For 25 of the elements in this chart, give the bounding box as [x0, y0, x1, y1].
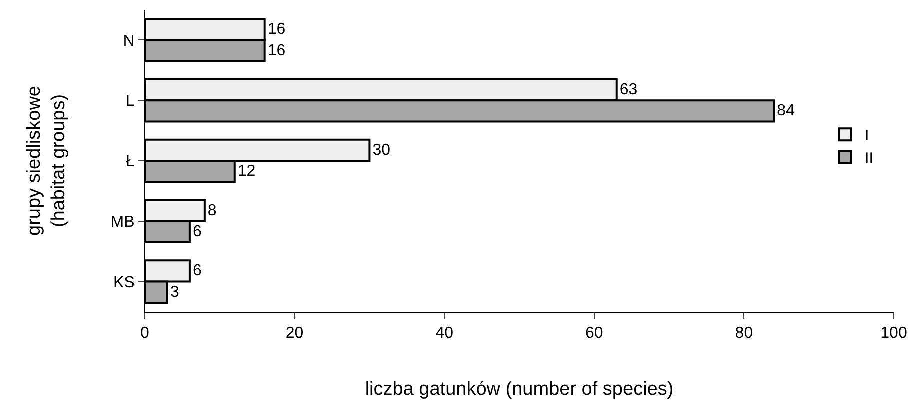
data-label: 8 — [208, 202, 217, 220]
x-tick-label: 60 — [586, 325, 604, 342]
y-tick-label: Ł — [126, 154, 135, 171]
legend-label: I — [865, 128, 870, 144]
y-tick-label: KS — [113, 274, 135, 292]
data-label: 6 — [192, 223, 202, 240]
y-tick-label: N — [123, 32, 135, 50]
data-label: 12 — [238, 163, 256, 180]
legend-label: II — [865, 150, 874, 167]
data-label: 16 — [268, 21, 286, 38]
data-label: 16 — [268, 42, 286, 60]
data-label: 63 — [620, 82, 638, 99]
x-tick-label: 80 — [735, 325, 754, 342]
y-tick-label: MB — [110, 214, 135, 231]
y-axis-title: grupy siedliskowe (habitat groups) — [24, 86, 70, 236]
data-label: 3 — [170, 284, 180, 301]
x-tick-label: 0 — [140, 325, 150, 342]
y-tick-label: L — [126, 93, 135, 110]
x-tick-label: 100 — [880, 325, 908, 342]
x-tick-label: 40 — [436, 325, 454, 342]
data-label: 30 — [372, 142, 391, 159]
data-label: 6 — [192, 262, 202, 280]
x-axis-title: liczba gatunków (number of species) — [365, 379, 674, 400]
x-tick-label: 20 — [286, 325, 304, 342]
data-label: 84 — [777, 102, 796, 120]
